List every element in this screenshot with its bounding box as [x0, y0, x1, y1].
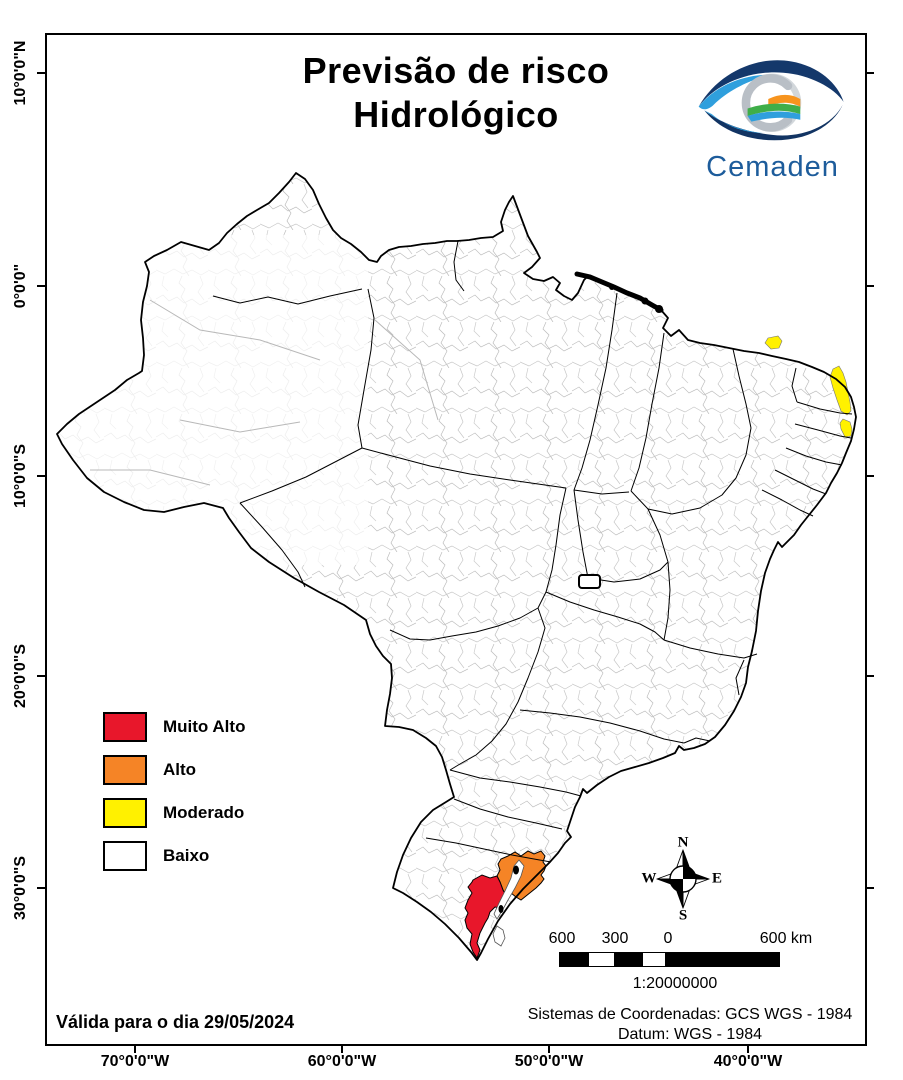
lagoon-mark: [498, 905, 504, 913]
axis-ticks: [37, 72, 874, 1053]
legend-label-baixo: Baixo: [163, 846, 210, 865]
axis-label-left-0: 0°0'0": [12, 263, 29, 309]
legend-label-alto: Alto: [163, 760, 197, 779]
scale-bar-segment: [666, 953, 779, 966]
cemaden-logo-text: Cemaden: [706, 151, 839, 183]
axis-label-left-10s: 10°0'0"S: [12, 443, 29, 509]
scale-ratio-text: 1:20000000: [632, 975, 718, 992]
legend-item-baixo: Baixo: [103, 841, 209, 871]
scale-label-300: 300: [601, 930, 629, 947]
lagoon-mirim: [492, 925, 506, 947]
axis-label-left-20s: 20°0'0"S: [12, 643, 29, 709]
crs-line2: Datum: WGS - 1984: [617, 1026, 763, 1043]
scale-label-0: 0: [663, 930, 673, 947]
legend-item-muito-alto: Muito Alto: [103, 712, 245, 742]
state-boundaries: [212, 240, 853, 863]
validity-text: Válida para o dia 29/05/2024: [56, 1012, 295, 1032]
lagoon-patos: [493, 859, 525, 920]
risk-region-moderado-3: [839, 418, 853, 438]
compass-rose-icon: [656, 849, 710, 909]
legend-label-moderado: Moderado: [163, 803, 245, 822]
scale-bar-segment: [560, 953, 588, 966]
lagoon-mark: [513, 865, 519, 875]
brazil-outline: [56, 172, 857, 961]
map-title-line1: Previsão de risco: [302, 50, 610, 91]
large-municipal-lines: [90, 299, 439, 486]
scale-label-600-km: 600 km: [759, 930, 813, 947]
compass-letter-w: W: [641, 870, 657, 887]
scale-bar-segment: [615, 953, 642, 966]
legend-swatch-muito-alto: [103, 712, 147, 742]
legend-item-moderado: Moderado: [103, 798, 244, 828]
compass-letter-s: S: [678, 907, 688, 924]
compass-letter-n: N: [677, 834, 689, 851]
axis-label-bottom-70w: 70°0'0"W: [100, 1053, 170, 1070]
cemaden-logo-icon: [698, 60, 844, 141]
distrito-federal-boundary: [578, 574, 601, 589]
risk-region-moderado-1: [764, 335, 783, 350]
scale-bar: [559, 952, 780, 967]
legend-item-alto: Alto: [103, 755, 196, 785]
risk-region-muito-alto: [464, 874, 508, 960]
axis-label-bottom-40w: 40°0'0"W: [713, 1053, 783, 1070]
axis-label-bottom-50w: 50°0'0"W: [514, 1053, 584, 1070]
scale-bar-segment: [642, 953, 666, 966]
axis-label-left-30s: 30°0'0"S: [12, 855, 29, 921]
axis-label-left-10n: 10°0'0"N: [12, 40, 29, 106]
axis-label-bottom-60w: 60°0'0"W: [307, 1053, 377, 1070]
legend-swatch-moderado: [103, 798, 147, 828]
cemaden-logo: Cemaden: [690, 52, 855, 184]
crs-line1: Sistemas de Coordenadas: GCS WGS - 1984: [527, 1006, 853, 1023]
map-title-line2: Hidrológico: [353, 94, 559, 135]
scale-bar-segment: [588, 953, 615, 966]
compass-letter-e: E: [711, 870, 723, 887]
scale-label-600-left: 600: [548, 930, 576, 947]
legend-swatch-alto: [103, 755, 147, 785]
legend-swatch-baixo: [103, 841, 147, 871]
legend-label-muito-alto: Muito Alto: [163, 717, 246, 736]
